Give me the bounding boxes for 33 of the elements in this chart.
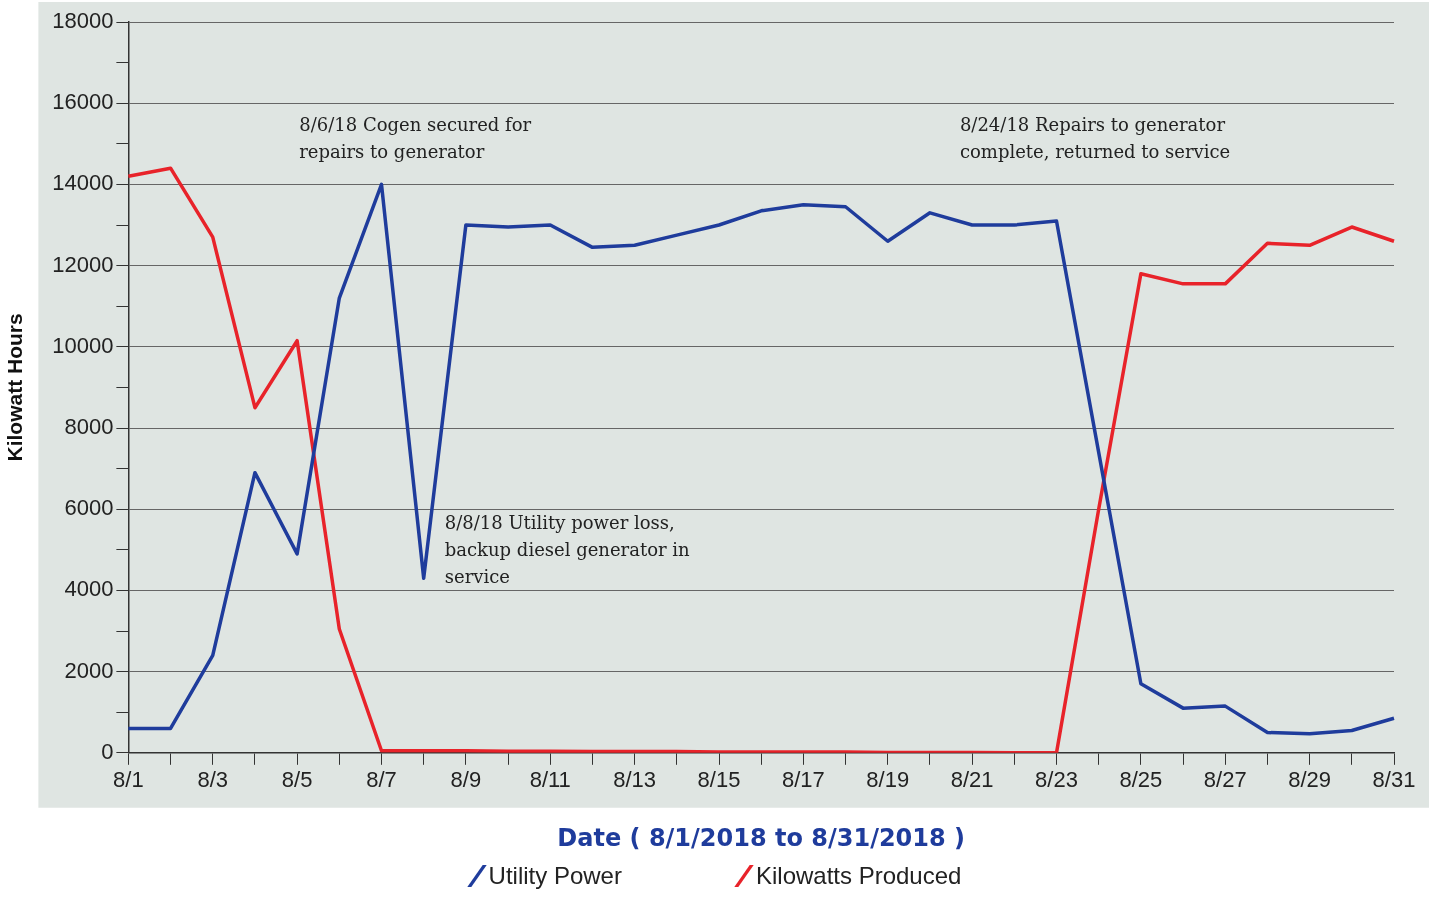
y-tick-label: 12000 bbox=[52, 251, 114, 277]
y-axis-title: Kilowatt Hours bbox=[3, 313, 27, 462]
annotation: 8/24/18 Repairs to generator complete, returned to service bbox=[959, 113, 1231, 162]
y-tick-label: 8000 bbox=[64, 414, 114, 440]
y-tick-label: 18000 bbox=[52, 8, 114, 34]
annotation: 8/8/18 Utility power loss, backup diesel generator in service bbox=[444, 511, 691, 587]
x-tick-label: 8/17 bbox=[781, 767, 825, 793]
y-tick-label: 16000 bbox=[52, 89, 114, 115]
annotation: 8/6/18 Cogen secured for repairs to generator bbox=[299, 113, 532, 162]
x-tick-label: 8/21 bbox=[950, 767, 994, 793]
x-tick-label: 8/19 bbox=[866, 767, 910, 793]
x-tick-label: 8/1 bbox=[113, 767, 144, 793]
x-tick-label: 8/25 bbox=[1119, 767, 1163, 793]
x-tick-label: 8/7 bbox=[366, 767, 397, 793]
legend-label: Utility Power bbox=[488, 862, 622, 890]
y-tick-label: 4000 bbox=[64, 576, 114, 602]
y-tick-label: 0 bbox=[101, 738, 114, 764]
y-tick-label: 2000 bbox=[64, 657, 114, 683]
x-tick-label: 8/5 bbox=[281, 767, 313, 793]
x-tick-label: 8/23 bbox=[1035, 767, 1078, 793]
x-tick-label: 8/11 bbox=[529, 767, 571, 793]
x-tick-label: 8/27 bbox=[1203, 767, 1247, 793]
x-axis-title: Date ( 8/1/2018 to 8/31/2018 ) bbox=[557, 823, 966, 852]
x-tick-label: 8/3 bbox=[197, 767, 229, 793]
y-tick-label: 14000 bbox=[52, 170, 114, 196]
y-tick-label: 10000 bbox=[52, 332, 114, 358]
x-tick-label: 8/13 bbox=[613, 767, 657, 793]
y-tick-label: 6000 bbox=[64, 495, 114, 521]
x-tick-label: 8/9 bbox=[450, 767, 482, 793]
legend-label: Kilowatts Produced bbox=[755, 862, 962, 890]
x-tick-label: 8/29 bbox=[1288, 767, 1332, 793]
x-tick-label: 8/31 bbox=[1372, 767, 1416, 793]
x-tick-label: 8/15 bbox=[697, 767, 741, 793]
